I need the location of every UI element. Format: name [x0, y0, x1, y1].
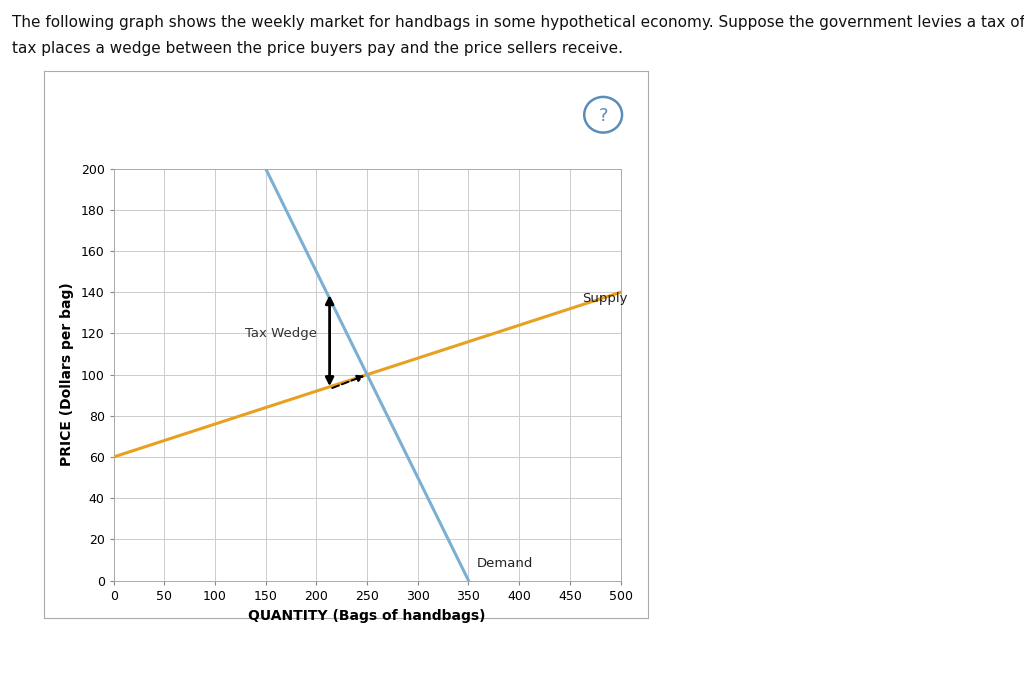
Text: Tax Wedge: Tax Wedge: [246, 327, 317, 340]
X-axis label: QUANTITY (Bags of handbags): QUANTITY (Bags of handbags): [249, 610, 485, 624]
Text: tax places a wedge between the price buyers pay and the price sellers receive.: tax places a wedge between the price buy…: [12, 40, 624, 55]
Text: Supply: Supply: [582, 292, 628, 305]
Text: ?: ?: [598, 107, 608, 125]
Text: The following graph shows the weekly market for handbags in some hypothetical ec: The following graph shows the weekly mar…: [12, 15, 1024, 30]
Y-axis label: PRICE (Dollars per bag): PRICE (Dollars per bag): [59, 283, 74, 466]
Text: Demand: Demand: [476, 557, 532, 570]
